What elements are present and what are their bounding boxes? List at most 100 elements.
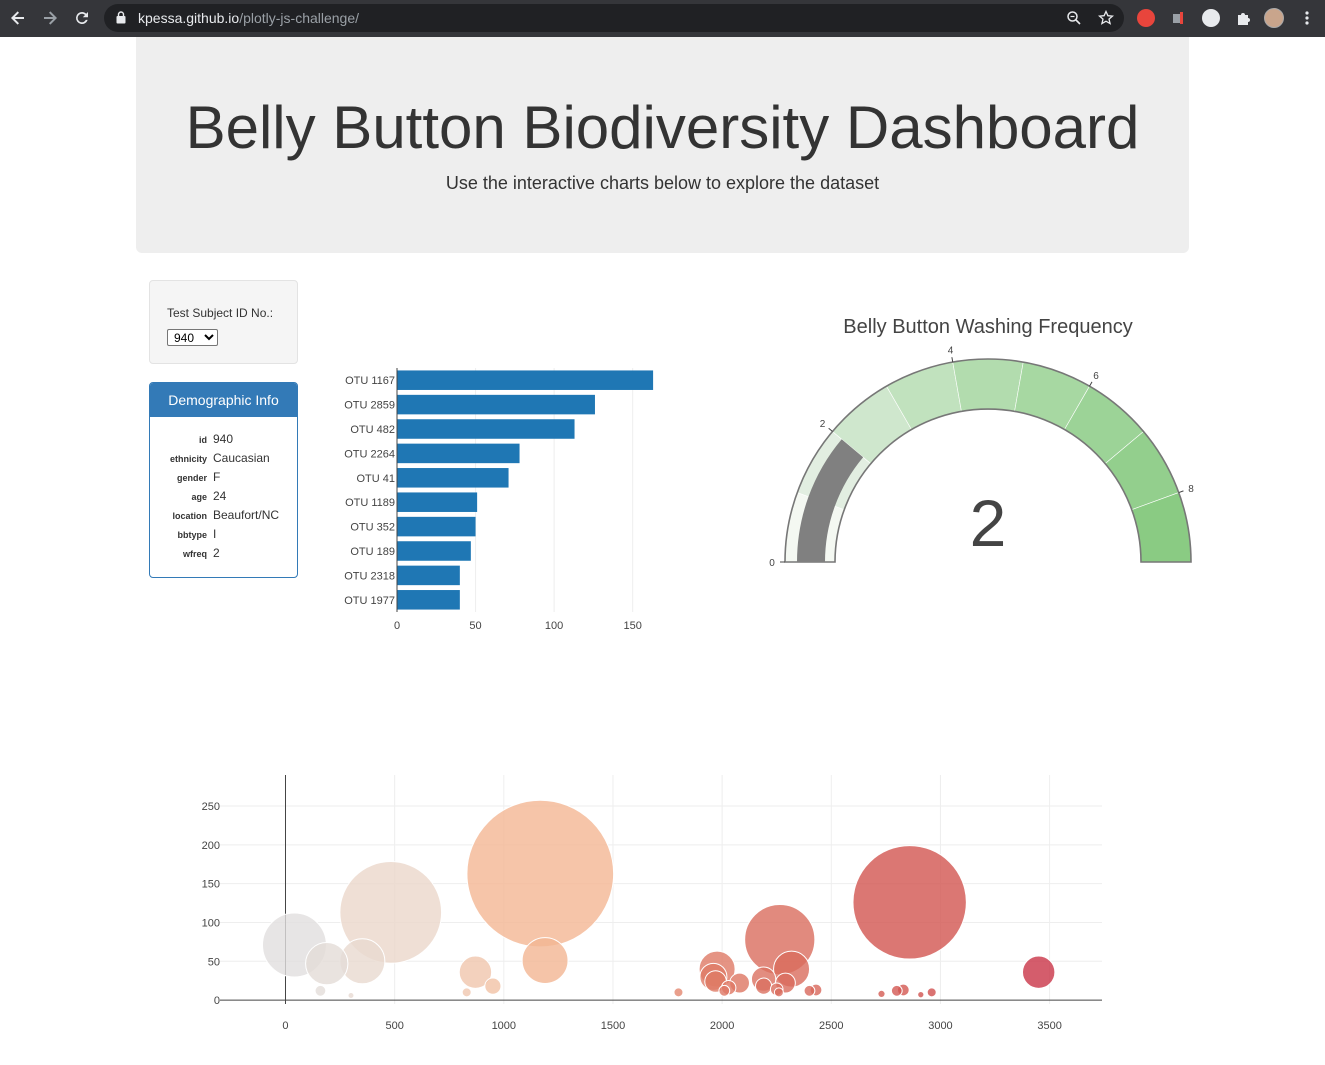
bubble-mark[interactable] [890, 984, 903, 997]
bar-category-label: OTU 1189 [345, 497, 395, 509]
demographic-value: I [213, 527, 217, 541]
bar-mark[interactable] [397, 443, 520, 464]
bar-tick-label: 100 [545, 620, 563, 632]
address-bar[interactable]: kpessa.github.io/plotly-js-challenge/ [104, 4, 1124, 32]
bubble-mark[interactable] [718, 984, 731, 997]
bubble-mark[interactable] [755, 977, 773, 995]
page-subtitle: Use the interactive charts below to expl… [445, 173, 880, 193]
bar-mark[interactable] [397, 541, 471, 561]
bubble-mark[interactable] [877, 989, 886, 999]
bubble-mark[interactable] [339, 861, 443, 964]
bubble-x-tick-label: 2500 [819, 1020, 843, 1032]
bubble-mark[interactable] [852, 845, 967, 960]
bubble-mark[interactable] [466, 799, 615, 948]
demographic-row-age: age 24 [150, 489, 297, 508]
gauge-value-bar [797, 439, 864, 562]
bar-mark[interactable] [397, 419, 575, 439]
gauge-tick-label: 0 [769, 558, 775, 569]
demographic-value: Beaufort/NC [213, 508, 280, 522]
bar-category-label: OTU 352 [350, 522, 395, 534]
bar-category-label: OTU 189 [350, 546, 395, 558]
browser-toolbar: kpessa.github.io/plotly-js-challenge/ [0, 0, 1325, 37]
top-otu-bar-chart[interactable]: OTU 1167 OTU 2859 OTU 482 OTU 2264 OTU 41 OTU… [330, 360, 670, 635]
bubble-x-tick-label: 0 [282, 1020, 288, 1032]
bubble-mark[interactable] [461, 987, 472, 998]
extension-icon[interactable] [1170, 9, 1188, 27]
washing-frequency-gauge[interactable]: Belly Button Washing Frequency 2 0 2 4 6 8 [760, 300, 1210, 585]
back-icon[interactable] [6, 6, 30, 30]
bubble-mark[interactable] [1021, 955, 1056, 989]
bar-category-label: OTU 1167 [345, 375, 395, 387]
page-title: Belly Button Biodiversity Dashboard [185, 94, 1140, 161]
bubble-mark[interactable] [917, 991, 925, 999]
demographic-key: location [172, 511, 207, 521]
puzzle-extensions-icon[interactable] [1234, 9, 1252, 27]
zoom-icon[interactable] [1066, 10, 1082, 26]
bar-category-label: OTU 2264 [344, 448, 395, 460]
avatar[interactable] [1264, 8, 1284, 28]
gauge-tick [1089, 381, 1093, 387]
gauge-value: 2 [970, 486, 1007, 560]
bubble-y-tick-label: 50 [208, 956, 220, 968]
demographic-row-id: id 940 [150, 432, 297, 451]
bar-category-label: OTU 2318 [344, 570, 395, 582]
bubble-mark[interactable] [926, 987, 937, 998]
bar-mark[interactable] [397, 370, 654, 390]
bar-mark[interactable] [397, 394, 595, 415]
bubble-mark[interactable] [773, 987, 784, 998]
bubble-mark[interactable] [347, 991, 355, 999]
otu-bubble-chart[interactable]: 0 500 1000 1500 2000 2500 3000 3500 0 50 100 150 200… [180, 765, 1120, 1040]
demographic-key: ethnicity [169, 454, 207, 464]
bar-mark[interactable] [397, 565, 460, 586]
gauge-tick [828, 427, 833, 432]
bubble-mark[interactable] [484, 977, 502, 995]
menu-dots-icon[interactable] [1295, 6, 1319, 30]
bubble-mark[interactable] [673, 987, 684, 998]
adblock-extension-icon[interactable] [1137, 9, 1155, 27]
gauge-step [952, 358, 1024, 412]
gauge-tick-label: 2 [820, 419, 826, 430]
bubble-mark[interactable] [458, 955, 493, 989]
gauge-tick [951, 357, 954, 363]
bar-mark[interactable] [397, 590, 460, 610]
bar-tick-label: 150 [623, 620, 641, 632]
bubble-x-tick-label: 500 [385, 1020, 403, 1032]
subject-id-select[interactable]: 940 [167, 329, 218, 346]
bubble-y-tick-label: 250 [202, 801, 220, 813]
lock-icon [116, 11, 126, 24]
bubble-x-tick-label: 1500 [601, 1020, 625, 1032]
bar-category-label: OTU 2859 [344, 400, 395, 412]
bubble-y-tick-label: 100 [202, 917, 220, 929]
demographic-row-location: location Beaufort/NC [150, 508, 297, 527]
bar-category-label: OTU 482 [350, 424, 395, 436]
bubble-y-tick-label: 150 [202, 879, 220, 891]
demographic-value: 2 [213, 546, 220, 560]
bubble-mark[interactable] [305, 941, 349, 986]
reload-icon[interactable] [70, 6, 94, 30]
demographic-row-gender: gender F [150, 470, 297, 489]
bar-tick-label: 0 [394, 620, 400, 632]
demographic-value: 940 [213, 432, 234, 446]
demographic-row-ethnicity: ethnicity Caucasian [150, 451, 297, 470]
forward-icon[interactable] [38, 6, 62, 30]
bubble-mark[interactable] [314, 984, 327, 997]
bookmark-star-icon[interactable] [1098, 10, 1114, 26]
demographic-value: 24 [213, 489, 227, 503]
demographic-value: F [213, 470, 221, 484]
gauge-tick-label: 8 [1188, 484, 1194, 495]
demographic-key: gender [176, 473, 207, 483]
url-text: kpessa.github.io/plotly-js-challenge/ [138, 10, 360, 26]
bubble-mark[interactable] [521, 937, 569, 984]
subject-selector-well: Test Subject ID No.: 940 [149, 280, 298, 364]
bar-mark[interactable] [397, 468, 509, 488]
gauge-outline [784, 358, 1192, 563]
bubble-y-tick-label: 200 [202, 840, 220, 852]
demographic-key: bbtype [177, 530, 207, 540]
demographic-value: Caucasian [213, 451, 270, 465]
bar-category-label: OTU 1977 [344, 595, 395, 607]
bubble-x-tick-label: 1000 [492, 1020, 516, 1032]
extension-m-icon[interactable] [1202, 9, 1220, 27]
bar-mark[interactable] [397, 492, 478, 512]
bubble-mark[interactable] [803, 984, 816, 997]
bar-mark[interactable] [397, 516, 476, 537]
